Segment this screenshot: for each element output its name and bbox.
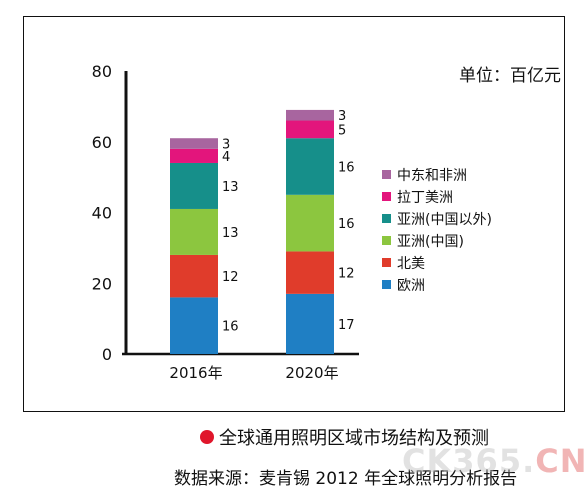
stacked-bar-chart: 02040608016121313432016年17121616532020年中…: [92, 62, 492, 382]
bar-segment: [170, 162, 218, 209]
source-note: 数据来源：麦肯锡 2012 年全球照明分析报告: [174, 469, 518, 489]
y-tick-label: 0: [102, 345, 112, 364]
y-tick-label: 60: [92, 133, 112, 152]
bar-data-label: 13: [222, 226, 239, 241]
watermark-accent: CN: [535, 442, 588, 480]
legend-swatch: [382, 236, 391, 245]
watermark-logo: CK365.CN: [402, 442, 588, 480]
y-tick-label: 40: [92, 204, 112, 223]
bar-data-label: 16: [222, 320, 239, 335]
bar-data-label: 3: [222, 138, 230, 153]
legend-label: 亚洲(中国以外): [397, 212, 492, 228]
bar-data-label: 16: [338, 217, 355, 232]
caption-bullet-icon: [200, 430, 214, 444]
legend-swatch: [382, 192, 391, 201]
bar-segment: [286, 293, 334, 354]
bar-data-label: 5: [338, 123, 346, 138]
legend-swatch: [382, 214, 391, 223]
y-tick-label: 20: [92, 274, 112, 293]
legend-label: 欧洲: [397, 278, 425, 294]
x-tick-label: 2016年: [169, 364, 222, 382]
chart-frame: 0 20 40 60 80 16 12 13 13 4 3 2016年 17 12 16 16 5 3 2020年中…: [23, 16, 565, 412]
legend-swatch: [382, 258, 391, 267]
bar-data-label: 17: [338, 318, 355, 333]
bar-segment: [170, 148, 218, 163]
bar-data-label: 16: [338, 161, 355, 176]
bar-segment: [286, 120, 334, 139]
legend-swatch: [382, 170, 391, 179]
bar-segment: [170, 254, 218, 298]
legend-label: 中东和非洲: [397, 168, 467, 184]
legend-label: 北美: [397, 256, 425, 272]
legend-swatch: [382, 280, 391, 289]
bar-data-label: 12: [222, 270, 239, 285]
legend-label: 拉丁美洲: [397, 190, 453, 206]
unit-label: 单位：百亿元: [459, 66, 561, 86]
caption-row: 全球通用照明区域市场结构及预测: [200, 424, 489, 450]
bar-data-label: 3: [338, 109, 346, 124]
x-tick-label: 2020年: [285, 364, 338, 382]
bar-segment: [170, 297, 218, 354]
watermark-dot: .: [522, 442, 536, 480]
bar-segment: [286, 194, 334, 252]
bar-segment: [170, 208, 218, 255]
bar-segment: [286, 109, 334, 121]
bar-data-label: 4: [222, 150, 230, 165]
y-tick-label: 80: [92, 62, 112, 81]
bar-segment: [170, 138, 218, 149]
legend-label: 亚洲(中国): [397, 234, 464, 250]
chart-caption: 全球通用照明区域市场结构及预测: [219, 428, 489, 449]
bar-segment: [286, 251, 334, 294]
watermark-main: CK365: [402, 442, 523, 480]
bar-segment: [286, 138, 334, 195]
bar-data-label: 12: [338, 267, 355, 282]
bar-data-label: 13: [222, 180, 239, 195]
